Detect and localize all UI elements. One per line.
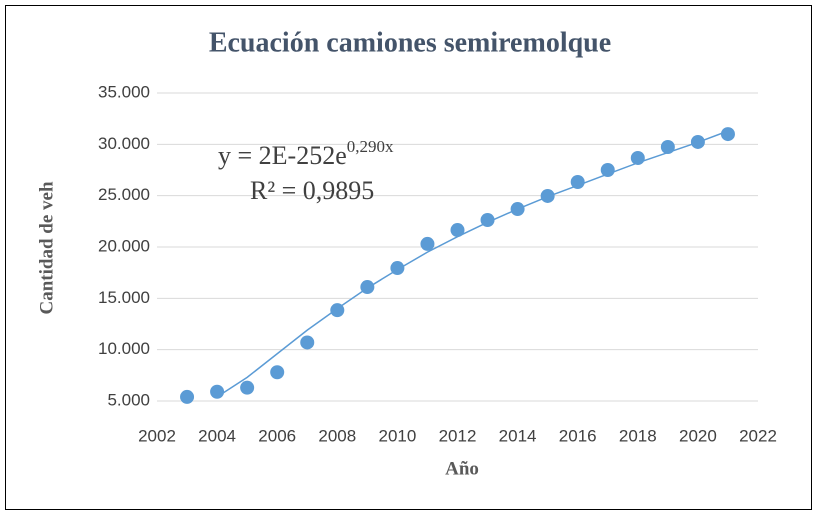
chart-title: Ecuación camiones semiremolque [209,27,611,58]
equation-base: y = 2E-252e [218,141,347,170]
data-point [630,150,645,165]
x-tick-label: 2002 [138,426,176,445]
data-point [510,202,525,217]
data-point [600,163,615,177]
data-point [300,335,315,350]
y-tick-label: 20.000 [98,236,150,255]
x-tick-label: 2022 [739,426,777,445]
data-point [360,280,375,295]
x-tick-label: 2016 [559,426,597,445]
data-point [570,175,585,190]
data-point [210,384,225,399]
data-point [330,303,345,318]
data-point [450,223,465,238]
x-axis-title: Año [445,458,479,479]
data-point [240,380,255,395]
data-point [480,212,495,227]
y-tick-label: 25.000 [98,185,150,204]
x-tick-label: 2006 [258,426,296,445]
data-point [660,140,675,155]
y-tick-label: 10.000 [98,339,150,358]
data-point [390,261,405,276]
equation-exponent: 0,290x [347,137,394,156]
trendline-equation: y = 2E-252e0,290x [218,137,394,170]
x-tick-label: 2020 [679,426,717,445]
x-tick-label: 2004 [198,426,236,445]
data-point [180,389,195,404]
data-point [270,365,285,380]
x-tick-label: 2012 [439,426,477,445]
r-squared: R² = 0,9895 [250,176,374,205]
y-tick-label: 35.000 [98,82,150,101]
data-point [690,134,705,149]
y-tick-label: 30.000 [98,134,150,153]
y-tick-label: 15.000 [98,288,150,307]
y-axis-title: Cantidad de veh [36,181,57,314]
x-tick-label: 2008 [318,426,356,445]
x-tick-label: 2018 [619,426,657,445]
data-point [720,127,735,142]
x-tick-label: 2010 [378,426,416,445]
chart-frame [5,5,812,510]
data-point [540,188,555,203]
x-tick-label: 2014 [499,426,537,445]
data-point [420,236,435,251]
y-tick-label: 5.000 [107,390,150,409]
